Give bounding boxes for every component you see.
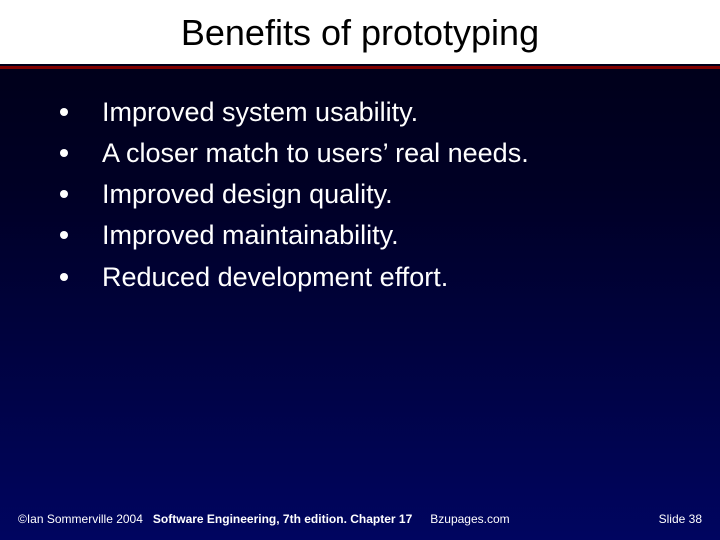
list-item: Improved maintainability. <box>60 216 680 255</box>
bullet-text: Reduced development effort. <box>102 258 680 297</box>
bullet-icon <box>60 273 68 281</box>
bullet-text: Improved system usability. <box>102 93 680 132</box>
bullet-icon <box>60 149 68 157</box>
bullet-icon <box>60 108 68 116</box>
footer-book: Software Engineering, 7th edition. Chapt… <box>153 512 412 526</box>
list-item: Improved system usability. <box>60 93 680 132</box>
bullet-icon <box>60 190 68 198</box>
list-item: A closer match to users’ real needs. <box>60 134 680 173</box>
list-item: Reduced development effort. <box>60 258 680 297</box>
slide-title: Benefits of prototyping <box>0 0 720 64</box>
slide-footer: ©Ian Sommerville 2004 Software Engineeri… <box>18 512 702 526</box>
bullet-icon <box>60 231 68 239</box>
bullet-text: Improved maintainability. <box>102 216 680 255</box>
bullet-text: Improved design quality. <box>102 175 680 214</box>
footer-slide-number: Slide 38 <box>659 512 702 526</box>
footer-site: Bzupages.com <box>430 512 509 526</box>
bullet-text: A closer match to users’ real needs. <box>102 134 680 173</box>
footer-copyright: ©Ian Sommerville 2004 <box>18 512 143 526</box>
slide: Benefits of prototyping Improved system … <box>0 0 720 540</box>
list-item: Improved design quality. <box>60 175 680 214</box>
slide-body: Improved system usability. A closer matc… <box>0 69 720 297</box>
